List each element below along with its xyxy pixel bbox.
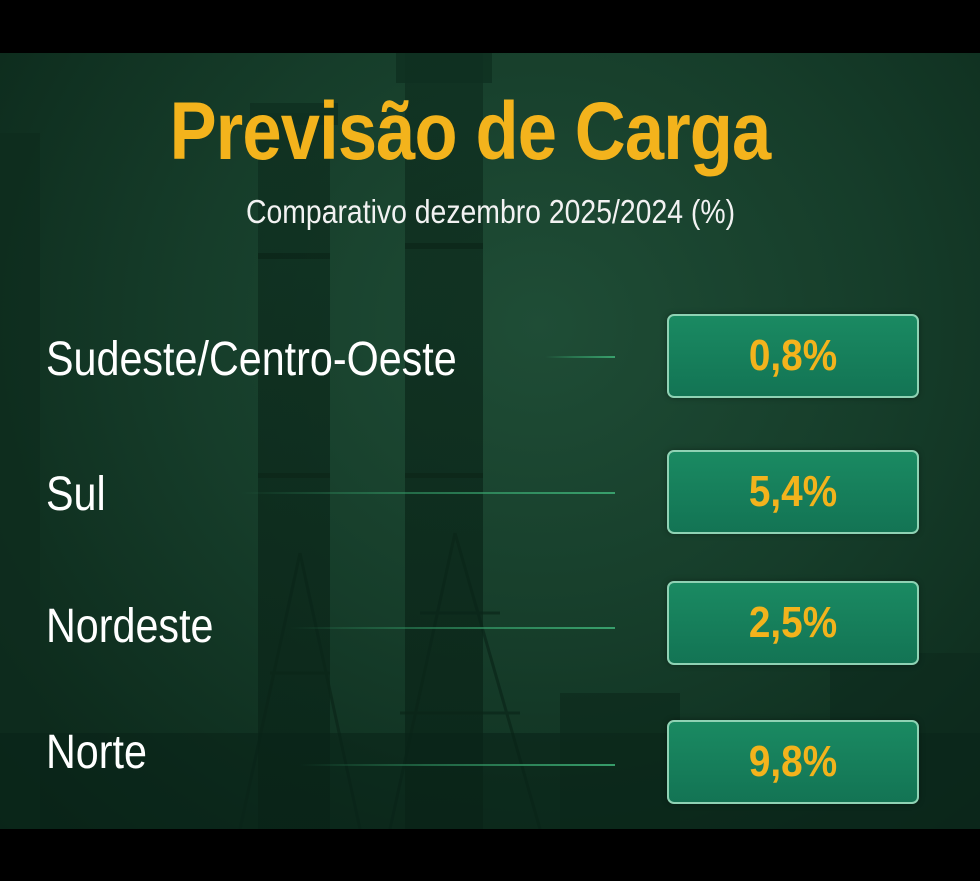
infographic-panel: Previsão de Carga Comparativo dezembro 2… — [0, 53, 980, 829]
letterbox-bottom — [0, 829, 980, 881]
region-label-sul: Sul — [46, 468, 106, 521]
letterbox-top — [0, 0, 980, 53]
connector-line — [300, 764, 615, 766]
connector-line — [240, 492, 615, 494]
value-box-norte: 9,8% — [667, 720, 919, 804]
region-label-sudeste-centro-oeste: Sudeste/Centro-Oeste — [46, 333, 457, 386]
page-title: Previsão de Carga — [169, 86, 772, 177]
connector-line — [290, 627, 615, 629]
value-box-sudeste-centro-oeste: 0,8% — [667, 314, 919, 398]
value-text: 0,8% — [748, 331, 838, 380]
region-label-norte: Norte — [46, 726, 147, 779]
page-subtitle: Comparativo dezembro 2025/2024 (%) — [246, 193, 736, 230]
value-text: 5,4% — [748, 467, 838, 516]
value-box-sul: 5,4% — [667, 450, 919, 534]
region-label-nordeste: Nordeste — [46, 600, 214, 653]
connector-line — [545, 356, 615, 358]
value-text: 2,5% — [748, 598, 838, 647]
value-box-nordeste: 2,5% — [667, 581, 919, 665]
value-text: 9,8% — [748, 737, 838, 786]
